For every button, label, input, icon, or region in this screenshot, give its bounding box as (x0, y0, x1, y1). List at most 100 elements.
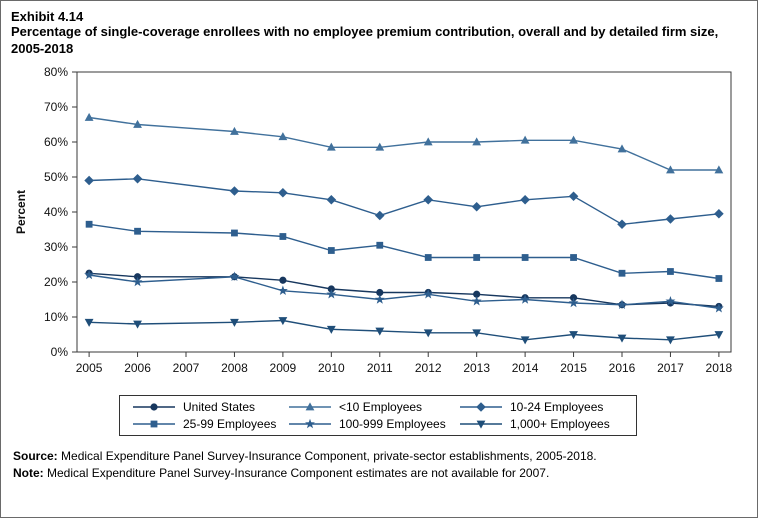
25-99-employees-point (279, 232, 287, 240)
1-000-employees-point (230, 318, 239, 327)
100-999-employees-point (326, 288, 337, 299)
x-tick-label: 2010 (318, 361, 345, 375)
10-24-employees-point (229, 185, 240, 196)
1-000-employees-point (84, 318, 94, 327)
10-employees-line (89, 116, 719, 171)
100-999-employees-point (84, 269, 95, 279)
10-employees-point (714, 165, 724, 174)
y-tick-label: 30% (44, 240, 68, 254)
25-99-employees-point (570, 253, 577, 261)
source-label: Source: (13, 448, 58, 463)
legend-item-1-000-employees: 1,000+ Employees (459, 417, 624, 431)
1-000-employees-point (569, 330, 578, 339)
triangle-down-marker-icon (460, 420, 502, 429)
legend-label: United States (183, 399, 256, 414)
10-24-employees-point (520, 194, 530, 205)
100-999-employees-point (568, 297, 579, 307)
x-tick-label: 2011 (367, 361, 393, 375)
1-000-employees-point (423, 329, 433, 338)
source-text: Medical Expenditure Panel Survey-Insuran… (57, 448, 597, 463)
25-99-employees-point (424, 253, 432, 261)
25-99-employees-point (231, 229, 238, 237)
10-24-employees-point (326, 194, 337, 205)
legend-label: 100-999 Employees (339, 416, 446, 431)
10-employees-point (375, 142, 385, 151)
100-999-employees-point (423, 288, 434, 299)
y-axis-title: Percent (14, 190, 28, 234)
diamond-marker-icon (460, 401, 502, 412)
100-999-employees-point (229, 271, 240, 281)
1-000-employees-point (666, 336, 675, 345)
x-tick-label: 2012 (415, 361, 442, 375)
x-tick-label: 2006 (124, 361, 151, 375)
1-000-employees-point (375, 327, 385, 336)
1-000-employees-point (472, 329, 482, 338)
legend-label: <10 Employees (339, 399, 423, 414)
1-000-employees-point (520, 336, 530, 345)
25-99-employees-point (473, 253, 481, 261)
10-24-employees-point (665, 213, 676, 224)
note-label: Note: (13, 465, 44, 480)
10-employees-point (472, 137, 482, 146)
10-employees-point (230, 126, 239, 135)
square-marker-icon (133, 420, 175, 428)
100-999-employees-point (374, 294, 385, 304)
25-99-employees-point (521, 253, 529, 261)
10-employees-point (423, 137, 433, 146)
x-tick-label: 2007 (173, 361, 200, 375)
25-99-employees-point (85, 220, 93, 228)
x-tick-label: 2016 (609, 361, 636, 375)
y-tick-label: 50% (44, 170, 68, 184)
10-employees-point (520, 135, 530, 144)
united-states-point (473, 290, 481, 298)
line-chart: 0% 10% 20% 30% 40% 50% 60% 70% 80% 2005 2006 2007 20… (14, 65, 733, 375)
x-tick-label: 2009 (270, 361, 297, 375)
availability-note: Note: Medical Expenditure Panel Survey-I… (13, 465, 745, 482)
x-tick-label: 2015 (560, 361, 587, 375)
y-tick-label: 0% (51, 345, 69, 359)
exhibit-label: Exhibit 4.14 (11, 9, 84, 24)
10-24-employees-point (84, 175, 94, 186)
source-note: Source: Medical Expenditure Panel Survey… (13, 448, 745, 465)
10-employees-point (617, 144, 627, 153)
legend-label: 1,000+ Employees (510, 416, 610, 431)
chart-header: Exhibit 4.14 Percentage of single-covera… (11, 9, 745, 58)
25-99-employees-point (618, 269, 626, 277)
x-tick-label: 2013 (463, 361, 490, 375)
10-24-employees-point (714, 208, 724, 219)
25-99-employees-point (667, 267, 674, 275)
10-employees-point (133, 119, 142, 128)
10-24-employees-point (132, 173, 143, 184)
25-99-employees-point (134, 227, 141, 235)
chart-legend: United States <10 Employees 10-24 Employee… (119, 394, 637, 436)
10-24-employees-line (89, 177, 719, 225)
y-tick-label: 20% (44, 275, 68, 289)
united-states-point (279, 276, 287, 284)
10-24-employees-point (278, 187, 288, 198)
legend-label: 10-24 Employees (510, 399, 604, 414)
legend-item-10-employees: <10 Employees (288, 400, 453, 414)
1-000-employees-point (133, 320, 142, 329)
1-000-employees-point (714, 330, 724, 339)
star-marker-icon (289, 418, 331, 428)
y-tick-label: 70% (44, 100, 68, 114)
100-999-employees-point (665, 295, 676, 306)
triangle-up-marker-icon (289, 402, 331, 411)
25-99-employees-point (376, 241, 384, 249)
10-employees-point (84, 112, 94, 121)
10-24-employees-point (568, 191, 579, 201)
25-99-employees-point (715, 274, 723, 282)
100-999-employees-point (471, 295, 482, 306)
25-99-employees-point (327, 246, 335, 254)
1-000-employees-point (617, 334, 627, 343)
x-tick-label: 2008 (221, 361, 248, 375)
10-employees-point (326, 142, 336, 151)
footnotes: Source: Medical Expenditure Panel Survey… (11, 448, 745, 482)
x-tick-label: 2014 (512, 361, 539, 375)
10-24-employees-point (471, 201, 482, 212)
legend-label: 25-99 Employees (183, 416, 277, 431)
10-employees-point (666, 165, 675, 174)
united-states-line (89, 272, 719, 307)
10-24-employees-point (617, 219, 627, 229)
legend-item-10-24-employees: 10-24 Employees (459, 400, 624, 414)
